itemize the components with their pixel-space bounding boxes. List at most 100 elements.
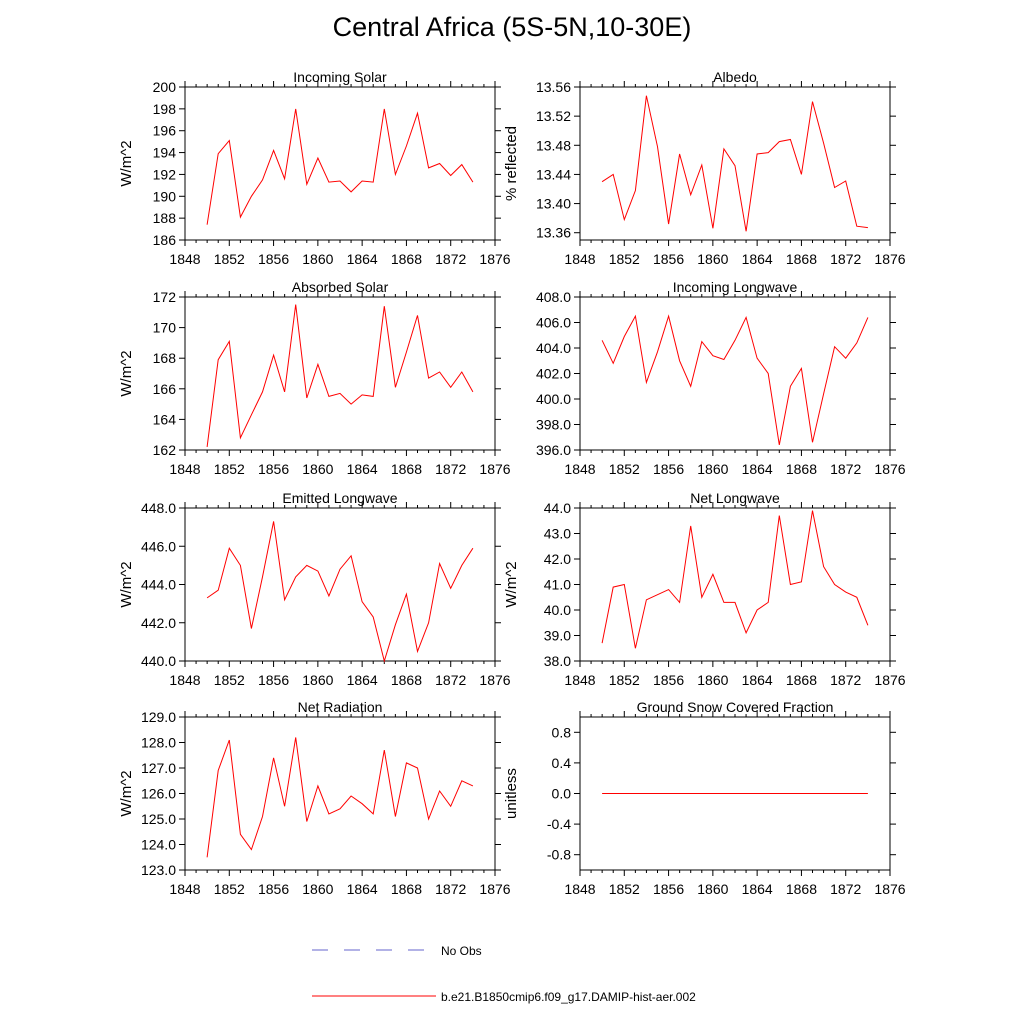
x-tick-label: 1848 [564, 672, 595, 688]
y-axis-label: unitless [503, 768, 520, 819]
y-axis-label: W/m^2 [118, 561, 135, 607]
legend-label-1: No Obs [441, 944, 482, 958]
x-tick-label: 1876 [479, 251, 510, 267]
y-tick-label: 43.0 [544, 526, 571, 542]
x-tick-label: 1872 [435, 672, 466, 688]
y-tick-label: 126.0 [141, 786, 176, 802]
x-tick-label: 1876 [479, 881, 510, 897]
x-tick-label: 1848 [564, 251, 595, 267]
x-tick-label: 1876 [874, 881, 905, 897]
series-line-1 [206, 304, 474, 447]
x-tick-label: 1868 [391, 881, 422, 897]
figure-title: Central Africa (5S-5N,10-30E) [332, 12, 692, 42]
y-axis-label: % reflected [503, 126, 520, 201]
panel-6: Net Longwave 1848 1852 1856 1860 1864 1868 1872… [503, 490, 906, 688]
y-tick-label: 0.4 [552, 755, 572, 771]
x-tick-label: 1856 [258, 672, 289, 688]
y-tick-label: 123.0 [141, 862, 176, 878]
y-tick-label: 200 [153, 79, 177, 95]
x-tick-label: 1860 [697, 251, 728, 267]
x-tick-label: 1868 [391, 672, 422, 688]
x-tick-label: 1872 [830, 251, 861, 267]
x-tick-label: 1860 [302, 881, 333, 897]
y-tick-label: 170 [153, 320, 177, 336]
plot-frame [579, 296, 891, 451]
y-axis-label: W/m^2 [118, 770, 135, 816]
y-tick-label: 0.0 [552, 786, 572, 802]
y-tick-label: 168 [153, 350, 177, 366]
panel-2: Albedo 1848 1852 1856 1860 1864 1868 1872 1876 13… [503, 69, 906, 267]
panel-title: Absorbed Solar [292, 279, 389, 295]
x-tick-label: 1860 [302, 672, 333, 688]
y-tick-label: 13.48 [536, 137, 571, 153]
y-tick-label: 196 [153, 123, 177, 139]
y-tick-label: 125.0 [141, 811, 176, 827]
panel-5: Emitted Longwave 1848 1852 1856 1860 1864 1868… [118, 490, 511, 688]
x-tick-label: 1872 [435, 461, 466, 477]
y-tick-label: 440.0 [141, 653, 176, 669]
plot-frame [579, 86, 891, 241]
x-tick-label: 1848 [169, 251, 200, 267]
panel-title: Net Radiation [298, 699, 383, 715]
y-tick-label: 408.0 [536, 289, 571, 305]
x-tick-label: 1860 [302, 461, 333, 477]
x-tick-label: 1868 [786, 251, 817, 267]
x-tick-label: 1860 [697, 881, 728, 897]
x-tick-label: 1864 [742, 672, 773, 688]
x-tick-label: 1864 [742, 881, 773, 897]
x-tick-label: 1856 [653, 251, 684, 267]
x-tick-label: 1848 [169, 461, 200, 477]
x-tick-label: 1856 [258, 881, 289, 897]
y-tick-label: 127.0 [141, 760, 176, 776]
y-tick-label: 128.0 [141, 735, 176, 751]
y-tick-label: 186 [153, 232, 177, 248]
y-tick-label: 13.40 [536, 196, 571, 212]
x-tick-label: 1852 [609, 251, 640, 267]
x-tick-label: 1876 [874, 672, 905, 688]
x-tick-label: 1864 [742, 461, 773, 477]
x-tick-label: 1872 [830, 881, 861, 897]
x-tick-label: 1856 [258, 461, 289, 477]
x-tick-label: 1864 [347, 672, 378, 688]
series-line-1 [601, 95, 868, 232]
x-tick-label: 1876 [874, 461, 905, 477]
panel-1: Incoming Solar 1848 1852 1856 1860 1864 1868 18… [118, 69, 511, 267]
panel-7: Net Radiation 1848 1852 1856 1860 1864 1868 187… [118, 699, 511, 897]
x-tick-label: 1848 [564, 461, 595, 477]
series-line-1 [601, 510, 869, 649]
y-tick-label: 39.0 [544, 628, 571, 644]
y-tick-label: -0.4 [547, 816, 571, 832]
x-tick-label: 1872 [830, 672, 861, 688]
y-tick-label: 400.0 [536, 391, 571, 407]
y-axis-label: W/m^2 [118, 140, 135, 186]
panel-title: Incoming Longwave [673, 279, 798, 295]
panel-title: Ground Snow Covered Fraction [637, 699, 834, 715]
x-tick-label: 1856 [653, 881, 684, 897]
y-tick-label: 404.0 [536, 340, 571, 356]
plot-frame [184, 296, 496, 451]
x-tick-label: 1872 [435, 881, 466, 897]
x-tick-label: 1864 [347, 251, 378, 267]
series-line-1 [601, 314, 869, 445]
y-axis-label: W/m^2 [503, 561, 520, 607]
x-tick-label: 1848 [564, 881, 595, 897]
y-tick-label: 448.0 [141, 500, 176, 516]
y-tick-label: 40.0 [544, 602, 571, 618]
y-tick-label: -0.8 [547, 847, 571, 863]
series-line-1 [206, 521, 474, 663]
x-tick-label: 1876 [479, 461, 510, 477]
legend: No Obs b.e21.B1850cmip6.f09_g17.DAMIP-his… [312, 944, 696, 1004]
x-tick-label: 1860 [697, 672, 728, 688]
y-tick-label: 194 [153, 145, 177, 161]
y-tick-label: 44.0 [544, 500, 571, 516]
x-tick-label: 1852 [609, 672, 640, 688]
x-tick-label: 1872 [830, 461, 861, 477]
y-tick-label: 198 [153, 101, 177, 117]
x-tick-label: 1868 [786, 672, 817, 688]
x-tick-label: 1868 [391, 461, 422, 477]
x-tick-label: 1856 [653, 461, 684, 477]
x-tick-label: 1852 [609, 461, 640, 477]
y-tick-label: 398.0 [536, 417, 571, 433]
x-tick-label: 1860 [302, 251, 333, 267]
